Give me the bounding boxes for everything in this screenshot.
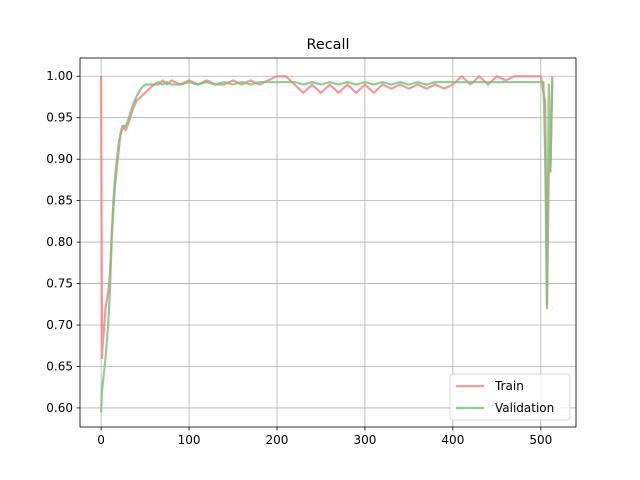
- y-tick-label: 0.65: [46, 359, 73, 373]
- chart-title: Recall: [307, 37, 350, 53]
- x-tick-label: 500: [529, 433, 552, 447]
- plot-frame: [79, 57, 577, 428]
- y-tick-label: 0.70: [46, 318, 73, 332]
- y-tick-label: 0.85: [46, 194, 73, 208]
- legend: Train Validation: [449, 373, 571, 421]
- y-tick-label: 0.90: [46, 152, 73, 166]
- y-tick-label: 1.00: [46, 69, 73, 83]
- x-tick-label: 100: [178, 433, 201, 447]
- y-tick-label: 0.95: [46, 111, 73, 125]
- y-tick-label: 0.60: [46, 401, 73, 415]
- y-tick-label: 0.75: [46, 277, 73, 291]
- x-tick-label: 400: [441, 433, 464, 447]
- grid-lines: [80, 58, 576, 427]
- series-line-validation: [100, 80, 554, 413]
- series-lines: [100, 75, 554, 413]
- y-tick-label: 0.80: [46, 235, 73, 249]
- x-tick-label: 300: [353, 433, 376, 447]
- axes: 0 100 200 300 400 500 0.60 0.65 0.70 0.75 0.80 0.85…: [46, 57, 577, 447]
- x-tick-label: 200: [266, 433, 289, 447]
- legend-label-train: Train: [494, 379, 524, 393]
- x-tick-label: 0: [97, 433, 105, 447]
- legend-label-validation: Validation: [495, 401, 554, 415]
